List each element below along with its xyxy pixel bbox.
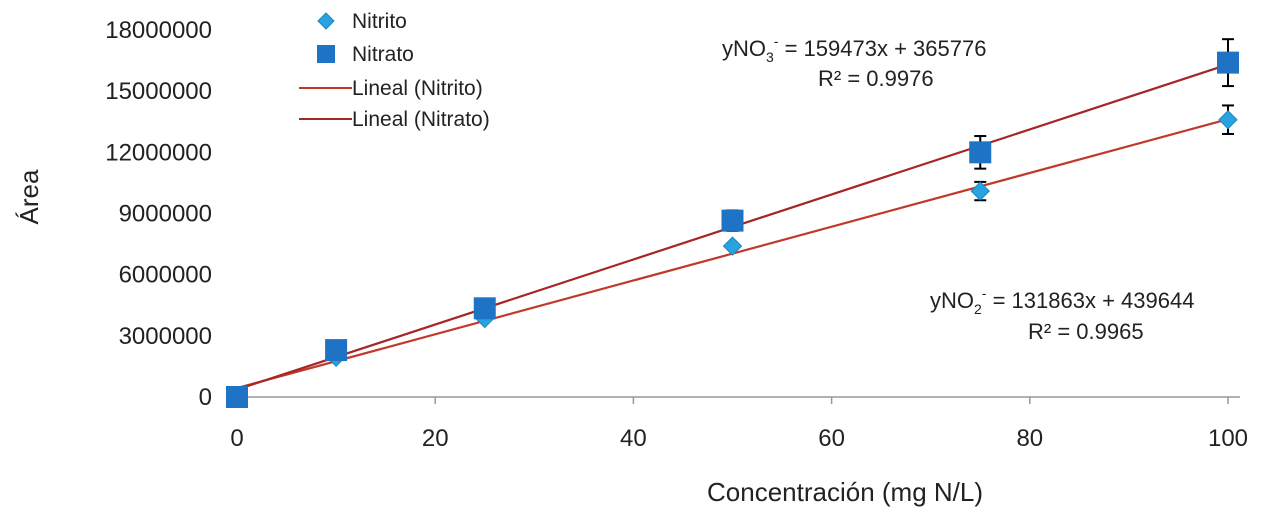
legend-marker-nitrato — [317, 45, 335, 63]
legend-marker-nitrito — [317, 12, 335, 30]
point-nitrato — [721, 209, 744, 232]
x-tick-label: 80 — [1016, 425, 1043, 452]
nitrito-equation: yNO2- = 131863x + 439644 R² = 0.9965 — [930, 285, 1194, 344]
y-tick-label: 12000000 — [105, 139, 212, 166]
data-points — [226, 51, 1239, 408]
nitrato-equation-text: yNO3- = 159473x + 365776 — [722, 33, 986, 65]
legend-label-nitrato: Nitrato — [352, 43, 414, 66]
point-nitrato — [969, 141, 992, 164]
error-bars — [726, 38, 1234, 232]
plot-area: 0 20 40 60 80 100 0 3000000 6000000 9000000 12000… — [105, 17, 1248, 452]
point-nitrato — [473, 297, 496, 320]
legend-label-lineal-nitrito: Lineal (Nitrito) — [352, 77, 483, 100]
x-tick-label: 0 — [230, 425, 243, 452]
legend-item-lineal-nitrito: Lineal (Nitrito) — [299, 77, 483, 100]
x-axis-ticks: 0 20 40 60 80 100 — [230, 397, 1248, 452]
point-nitrito — [970, 181, 990, 201]
y-axis-label: Área — [14, 169, 44, 224]
y-tick-label: 6000000 — [119, 262, 212, 289]
x-tick-label: 60 — [818, 425, 845, 452]
nitrito-equation-text: yNO2- = 131863x + 439644 — [930, 285, 1194, 317]
point-nitrito — [1218, 110, 1238, 130]
x-axis-label: Concentración (mg N/L) — [707, 477, 983, 507]
y-axis-ticks: 0 3000000 6000000 9000000 12000000 15000000 18… — [105, 17, 212, 411]
legend: Nitrito Nitrato Lineal (Nitrito) Lineal … — [299, 10, 490, 131]
point-nitrato — [325, 339, 348, 362]
y-tick-label: 0 — [199, 384, 212, 411]
x-tick-label: 20 — [422, 425, 449, 452]
legend-item-lineal-nitrato: Lineal (Nitrato) — [299, 108, 490, 131]
point-nitrato — [226, 386, 248, 408]
point-nitrito — [722, 236, 743, 256]
y-tick-label: 15000000 — [105, 78, 212, 105]
legend-label-nitrito: Nitrito — [352, 10, 407, 33]
x-tick-label: 100 — [1208, 425, 1248, 452]
y-tick-label: 9000000 — [119, 201, 212, 228]
x-tick-label: 40 — [620, 425, 647, 452]
nitrato-equation: yNO3- = 159473x + 365776 R² = 0.9976 — [722, 33, 986, 91]
nitrito-r2-text: R² = 0.9965 — [1028, 319, 1144, 344]
legend-label-lineal-nitrato: Lineal (Nitrato) — [352, 108, 490, 131]
legend-item-nitrato: Nitrato — [317, 43, 414, 66]
point-nitrato — [1217, 51, 1239, 74]
nitrato-r2-text: R² = 0.9976 — [818, 66, 934, 91]
y-tick-label: 18000000 — [105, 17, 212, 44]
y-tick-label: 3000000 — [119, 323, 212, 350]
legend-item-nitrito: Nitrito — [317, 10, 407, 33]
